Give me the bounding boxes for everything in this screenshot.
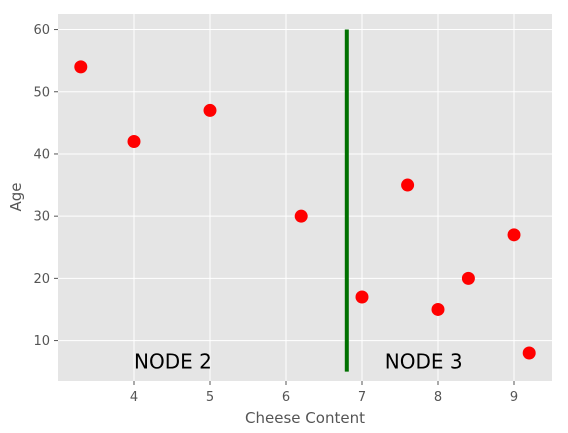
y-tick-label: 30 — [33, 210, 50, 225]
y-tick-label: 20 — [33, 272, 50, 287]
x-tick-label: 8 — [434, 390, 442, 405]
data-point — [461, 271, 475, 285]
data-point — [431, 302, 445, 316]
data-point — [507, 228, 521, 242]
x-tick-label: 9 — [510, 390, 518, 405]
y-tick-label: 40 — [33, 147, 50, 162]
x-tick-label: 5 — [206, 390, 214, 405]
annotations: NODE 2 NODE 3 — [134, 350, 463, 374]
data-point — [401, 178, 415, 192]
data-point — [127, 135, 141, 149]
node-annotation: NODE 2 — [134, 350, 212, 374]
data-point — [203, 103, 217, 117]
data-point — [74, 60, 88, 74]
node-annotation: NODE 3 — [385, 350, 463, 374]
x-axis-label: Cheese Content — [245, 409, 365, 427]
y-axis-label: Age — [7, 182, 25, 211]
x-tick-label: 4 — [130, 390, 138, 405]
y-tick-label: 60 — [33, 23, 50, 38]
plot-area — [58, 14, 552, 381]
data-point — [294, 209, 308, 223]
y-tick-label: 10 — [33, 334, 50, 349]
tick-labels: 4 5 6 7 8 9 10 20 30 40 50 60 — [33, 23, 518, 405]
data-point — [355, 290, 369, 304]
x-tick-label: 6 — [282, 390, 290, 405]
x-tick-label: 7 — [358, 390, 366, 405]
data-point — [522, 346, 536, 360]
data-points — [74, 60, 536, 360]
y-tick-label: 50 — [33, 85, 50, 100]
